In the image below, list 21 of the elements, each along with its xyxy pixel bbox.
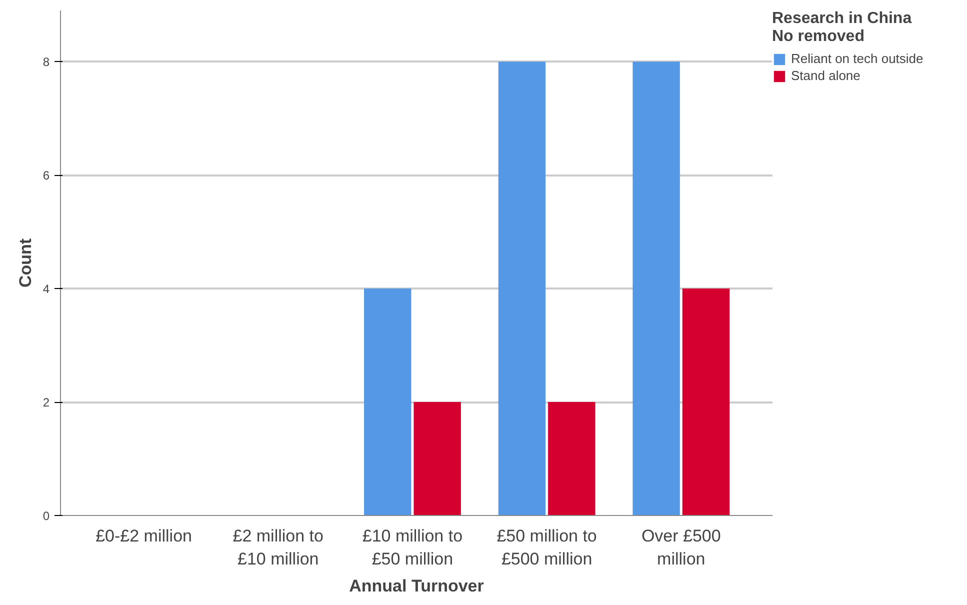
- bar: [414, 402, 461, 516]
- x-axis-title: Annual Turnover: [349, 576, 484, 596]
- x-tick-label: £10 million to £50 million: [362, 526, 463, 568]
- x-tick-label: £0-£2 million: [96, 526, 192, 546]
- x-tick-label: Over £500 million: [641, 526, 721, 568]
- x-tick-label: £50 million to £500 million: [496, 526, 597, 568]
- bar: [682, 288, 730, 516]
- legend-label: Stand alone: [791, 68, 860, 83]
- y-tick-label: 8: [42, 55, 50, 70]
- bar: [632, 62, 680, 516]
- y-tick-label: 0: [42, 509, 50, 523]
- y-tick-label: 6: [42, 168, 50, 183]
- y-tick-label: 2: [42, 396, 50, 410]
- legend-title: Research in China No removed: [772, 10, 913, 46]
- legend-label: Reliant on tech outside: [791, 51, 924, 66]
- y-tick-label: 4: [42, 282, 50, 296]
- bar: [548, 402, 596, 516]
- x-tick-label: £2 million to £10 million: [232, 526, 324, 568]
- bar: [364, 288, 412, 516]
- y-axis-title: Count: [16, 238, 35, 288]
- bar: [498, 62, 546, 516]
